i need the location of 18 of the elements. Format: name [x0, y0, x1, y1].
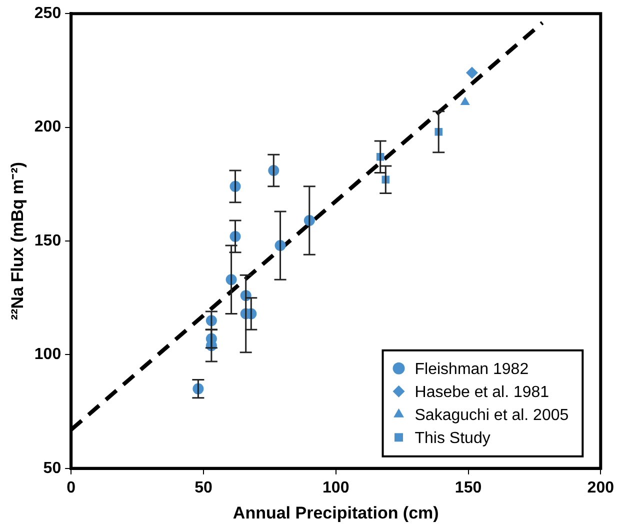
point	[460, 96, 470, 106]
x-tick-label: 0	[66, 479, 76, 496]
y-tick-label: 50	[43, 460, 62, 477]
y-tick-label: 250	[34, 5, 62, 22]
y-tick-label: 200	[34, 118, 62, 136]
legend-label: Sakaguchi et al. 2005	[414, 406, 569, 424]
y-tick-label: 150	[34, 232, 62, 250]
x-tick-label: 150	[454, 479, 482, 496]
x-axis-title: Annual Precipitation (cm)	[232, 503, 439, 522]
legend-label: Fleishman 1982	[414, 360, 529, 378]
legend-label: This Study	[414, 430, 490, 447]
y-tick-label: 100	[34, 346, 62, 364]
point	[466, 66, 478, 79]
y-axis-title: ²²Na Flux (mBq m⁻²)	[8, 162, 27, 320]
x-tick-label: 100	[322, 479, 350, 496]
x-tick-label: 50	[194, 479, 212, 496]
x-tick-label: 200	[587, 479, 614, 496]
legend-label: Hasebe et al. 1981	[414, 384, 550, 401]
